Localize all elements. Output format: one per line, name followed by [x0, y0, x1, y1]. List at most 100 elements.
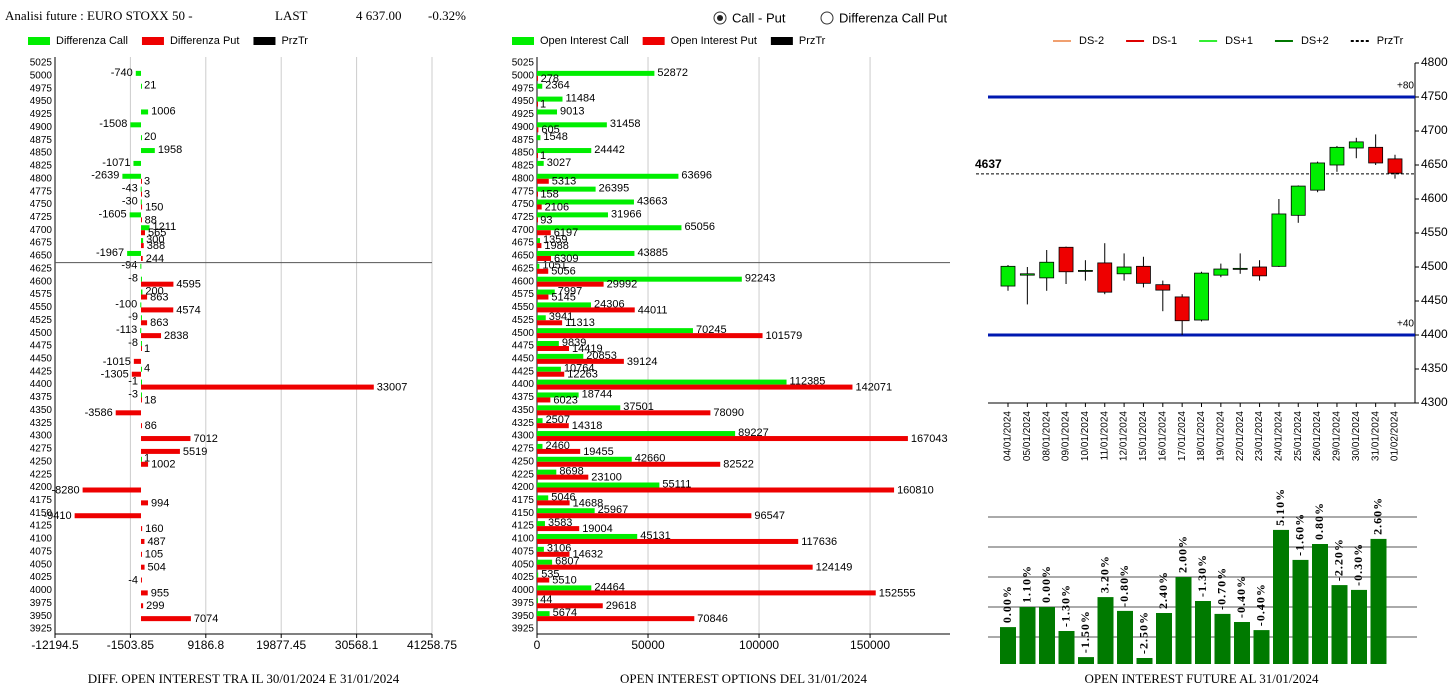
value-label: 10764 — [564, 363, 595, 375]
y-tick-label: 4175 — [30, 495, 53, 506]
value-label: 6197 — [554, 227, 578, 239]
x-tick-label: 30/01/2024 — [1351, 411, 1362, 461]
value-label: 39124 — [627, 356, 658, 368]
y-tick-label: 4950 — [512, 96, 535, 107]
y-tick-label: 5025 — [512, 58, 535, 69]
x-tick-label: 41258.75 — [407, 638, 457, 652]
bar — [537, 263, 540, 269]
bar — [537, 538, 799, 544]
bar — [537, 268, 549, 274]
bar — [1078, 657, 1094, 664]
value-label: -9 — [128, 311, 138, 323]
bar — [537, 250, 635, 256]
bar — [1175, 577, 1192, 664]
value-label: -1305 — [101, 369, 129, 381]
bar — [127, 250, 142, 256]
y-tick-label: 4975 — [512, 83, 535, 94]
radio-label[interactable]: Differenza Call Put — [839, 10, 948, 25]
y-tick-label: 4500 — [512, 328, 535, 339]
x-tick-label: 23/01/2024 — [1254, 411, 1265, 461]
bar — [141, 500, 149, 506]
x-axis-title: OPEN INTEREST OPTIONS DEL 31/01/2024 — [620, 671, 868, 686]
radio-label[interactable]: Call - Put — [732, 10, 786, 25]
level-label: +80 — [1397, 81, 1414, 92]
x-tick-label: 12/01/2024 — [1119, 411, 1130, 461]
y-tick-label: 4875 — [512, 135, 535, 146]
radio[interactable]: Call - Put — [713, 10, 786, 25]
y-tick-label: 4500 — [30, 328, 53, 339]
y-tick-label: 4175 — [512, 495, 535, 506]
value-label: 565 — [148, 227, 166, 239]
value-label: 45131 — [640, 530, 671, 542]
y-tick-label: 4300 — [1421, 395, 1448, 409]
bar — [141, 590, 148, 596]
candle-body — [1310, 162, 1325, 191]
value-label: 7012 — [193, 433, 217, 445]
y-tick-label: 4250 — [512, 456, 535, 467]
bar — [1195, 601, 1211, 664]
value-label: 24306 — [594, 298, 625, 310]
y-tick-label: 4075 — [30, 546, 53, 557]
y-tick-label: 4025 — [30, 572, 53, 583]
value-label: 160 — [145, 523, 163, 535]
value-label: -1508 — [99, 118, 127, 130]
legend-label: Differenza Call — [56, 35, 128, 47]
value-label: 19455 — [583, 446, 614, 458]
bar — [131, 371, 142, 377]
bar — [537, 443, 543, 449]
bar — [537, 328, 693, 334]
y-tick-label: 4275 — [30, 444, 53, 455]
bar — [537, 289, 555, 295]
value-label: 70846 — [697, 613, 728, 625]
y-tick-label: 4900 — [512, 122, 535, 133]
y-tick-label: 4250 — [30, 456, 53, 467]
value-label: 2460 — [545, 440, 569, 452]
value-label: 44 — [540, 594, 552, 606]
y-tick-label: 4050 — [512, 559, 535, 570]
x-tick-label: 11/01/2024 — [1099, 411, 1110, 461]
value-label: 150 — [145, 201, 163, 213]
value-label: 152555 — [879, 587, 916, 599]
y-tick-label: 4800 — [1421, 55, 1448, 69]
y-tick-label: 4100 — [512, 534, 535, 545]
bar — [141, 148, 155, 154]
bar — [115, 410, 142, 416]
bar — [537, 225, 682, 231]
x-tick-label: 100000 — [739, 638, 779, 652]
value-label: 0.80% — [1312, 502, 1326, 540]
legend-label: DS+2 — [1301, 35, 1329, 47]
y-tick-label: 4900 — [30, 122, 53, 133]
value-label: 5056 — [551, 266, 575, 278]
x-tick-label: 50000 — [631, 638, 665, 652]
radio-button[interactable] — [820, 11, 834, 25]
bar — [537, 487, 895, 493]
value-label: 2364 — [545, 80, 569, 92]
bar — [537, 448, 581, 454]
y-tick-label: 4575 — [30, 289, 53, 300]
bar — [537, 533, 638, 539]
y-tick-label: 4225 — [512, 469, 535, 480]
y-tick-label: 4550 — [30, 302, 53, 313]
candle-body — [1348, 141, 1364, 149]
x-axis-title: DIFF. OPEN INTEREST TRA IL 30/01/2024 E … — [88, 671, 400, 686]
bar — [1019, 607, 1036, 664]
bar — [537, 423, 569, 429]
value-label: 1359 — [543, 234, 567, 246]
y-tick-label: 4375 — [30, 392, 53, 403]
legend-swatch — [253, 37, 276, 45]
bar — [537, 590, 876, 596]
value-label: 86 — [145, 420, 157, 432]
y-tick-label: 5025 — [30, 58, 53, 69]
bar — [141, 83, 143, 89]
y-tick-label: 4675 — [30, 238, 53, 249]
value-label: 25967 — [598, 504, 629, 516]
value-label: 5145 — [551, 291, 575, 303]
bar — [537, 603, 603, 609]
value-label: 1988 — [544, 240, 568, 252]
bar — [537, 577, 550, 583]
radio[interactable]: Differenza Call Put — [820, 10, 948, 25]
value-label: 43663 — [637, 195, 668, 207]
bar — [537, 276, 742, 282]
bar — [1156, 613, 1172, 664]
value-label: 63696 — [681, 170, 712, 182]
